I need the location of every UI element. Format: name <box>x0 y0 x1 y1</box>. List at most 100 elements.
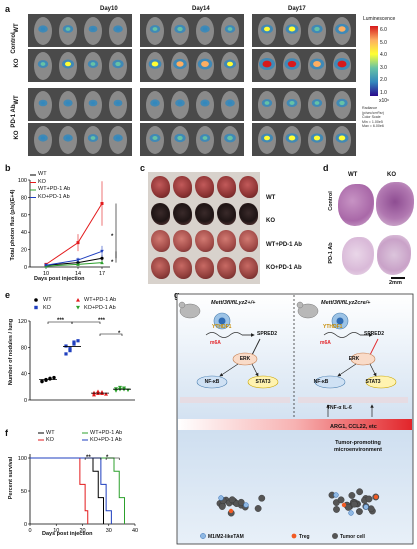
arrow-erk-stat3 <box>369 363 377 377</box>
signal-core <box>151 61 159 67</box>
b-point <box>100 201 104 205</box>
g-left-erk: ERK <box>239 356 251 362</box>
row-ko-control: KO <box>14 58 20 68</box>
signal-core <box>115 136 121 140</box>
row-ko-pd1: KO <box>14 130 20 140</box>
signal-core <box>152 136 158 140</box>
spred2-inhibition-line <box>369 338 379 356</box>
mechanism-schematic <box>176 293 414 545</box>
bli-image-r3-c1 <box>140 123 244 156</box>
signal-core <box>40 27 46 31</box>
e-point <box>72 340 76 344</box>
signal-core <box>91 27 95 31</box>
signal-core <box>90 136 96 140</box>
stat3-node <box>247 375 279 389</box>
tumor-cell-icon <box>254 505 262 512</box>
row-wt-pd1: WT <box>14 95 20 105</box>
tumor-cell-icon <box>237 498 245 506</box>
f-xlabel: Days post injection <box>42 531 93 537</box>
b-ytick-label: 100 <box>18 178 27 184</box>
e-point <box>114 389 118 393</box>
b-ytick-label: 80 <box>21 195 27 201</box>
bli-image-r1-c0 <box>28 49 132 82</box>
scale-bar-label: 2mm <box>389 280 402 286</box>
colorbar-title: Luminescence <box>363 16 396 22</box>
bli-image-r0-c0 <box>28 14 132 47</box>
b-xtick-label: 17 <box>99 271 105 277</box>
tumor-cell-icon <box>333 506 340 513</box>
tam-cell-icon <box>218 495 224 501</box>
signal-core <box>227 27 233 31</box>
signal-core <box>227 135 233 141</box>
e-ytick-label: 80 <box>21 345 27 351</box>
day17-label: Day17 <box>288 6 306 12</box>
e-point <box>122 387 126 392</box>
b-sig-2: * <box>111 260 114 266</box>
signal-core <box>314 26 320 32</box>
tumor-cell-icon <box>356 488 364 496</box>
bli-image-r0-c2 <box>252 14 356 47</box>
b-legend: WT KO WT+PD-1 Ab KO+PD-1 Ab <box>38 171 71 200</box>
b-point <box>100 256 104 260</box>
lung-specimen <box>173 203 192 225</box>
g-right-m6a: m6A <box>320 340 331 346</box>
lung-specimen <box>151 203 170 225</box>
b-point <box>76 258 80 262</box>
histo-col-wt: WT <box>348 172 358 178</box>
f-xtick-label: 0 <box>28 528 31 534</box>
g-legend-tam: M1/M2-likeTAM <box>208 534 244 540</box>
membrane-strip <box>180 397 290 403</box>
row-wt-control: WT <box>14 23 20 33</box>
signal-core <box>314 101 320 105</box>
lung-specimen <box>195 230 214 252</box>
e-sig-1: *** <box>57 318 65 324</box>
e-point <box>72 342 76 346</box>
survival-chart: 0 50 100 0 10 20 30 40 <box>18 432 138 534</box>
e-legend-marker <box>34 298 38 302</box>
tam-cell-icon <box>243 502 249 508</box>
g-right-title: Mettl3fl/flLyz2cre/+ <box>321 300 371 306</box>
signal-core <box>201 61 209 67</box>
treg-cell-icon <box>373 494 379 500</box>
arrow-erk-nfkb <box>219 363 239 377</box>
g-left-title: Mettl3fl/flLyz2+/+ <box>211 300 256 306</box>
b-series-line <box>45 203 103 265</box>
lung-specimen <box>173 230 192 252</box>
e-point <box>104 392 108 396</box>
signal-core <box>176 61 184 67</box>
g-right-stat3: STAT3 <box>365 379 381 385</box>
b-ytick-label: 60 <box>21 213 27 219</box>
b-point <box>76 241 80 245</box>
nfkb-node <box>196 375 228 389</box>
e-point <box>48 376 52 380</box>
f-xtick-label: 40 <box>132 528 138 534</box>
signal-core <box>116 101 120 105</box>
bli-image-r3-c2 <box>252 123 356 156</box>
b-point <box>100 249 104 254</box>
f-survival-curve <box>30 457 104 524</box>
lung-row-wt-pd1: WT+PD-1 Ab <box>266 242 302 248</box>
b-xtick-label: 14 <box>75 271 81 277</box>
bioluminescence-grid <box>28 14 356 156</box>
signal-core <box>177 26 183 32</box>
signal-core <box>65 136 71 140</box>
nfkb-node <box>314 375 346 389</box>
signal-core <box>115 27 121 31</box>
signal-core <box>152 101 158 105</box>
bli-image-r2-c1 <box>140 88 244 121</box>
f-sig-2: * <box>106 455 109 461</box>
e-point <box>92 390 96 395</box>
signal-core <box>177 101 183 105</box>
e-legend-marker <box>34 305 38 310</box>
photon-flux-chart: 0 20 40 60 80 100 10 14 17 <box>18 174 117 277</box>
signal-core <box>177 135 183 141</box>
treg-cell-icon <box>341 502 347 508</box>
signal-core <box>264 135 270 141</box>
e-point <box>64 352 68 356</box>
lung-specimen <box>217 230 236 252</box>
signal-core <box>66 101 70 105</box>
bli-image-r3-c0 <box>28 123 132 156</box>
bli-image-r1-c1 <box>140 49 244 82</box>
signal-core <box>338 135 346 141</box>
b-point <box>100 260 104 265</box>
